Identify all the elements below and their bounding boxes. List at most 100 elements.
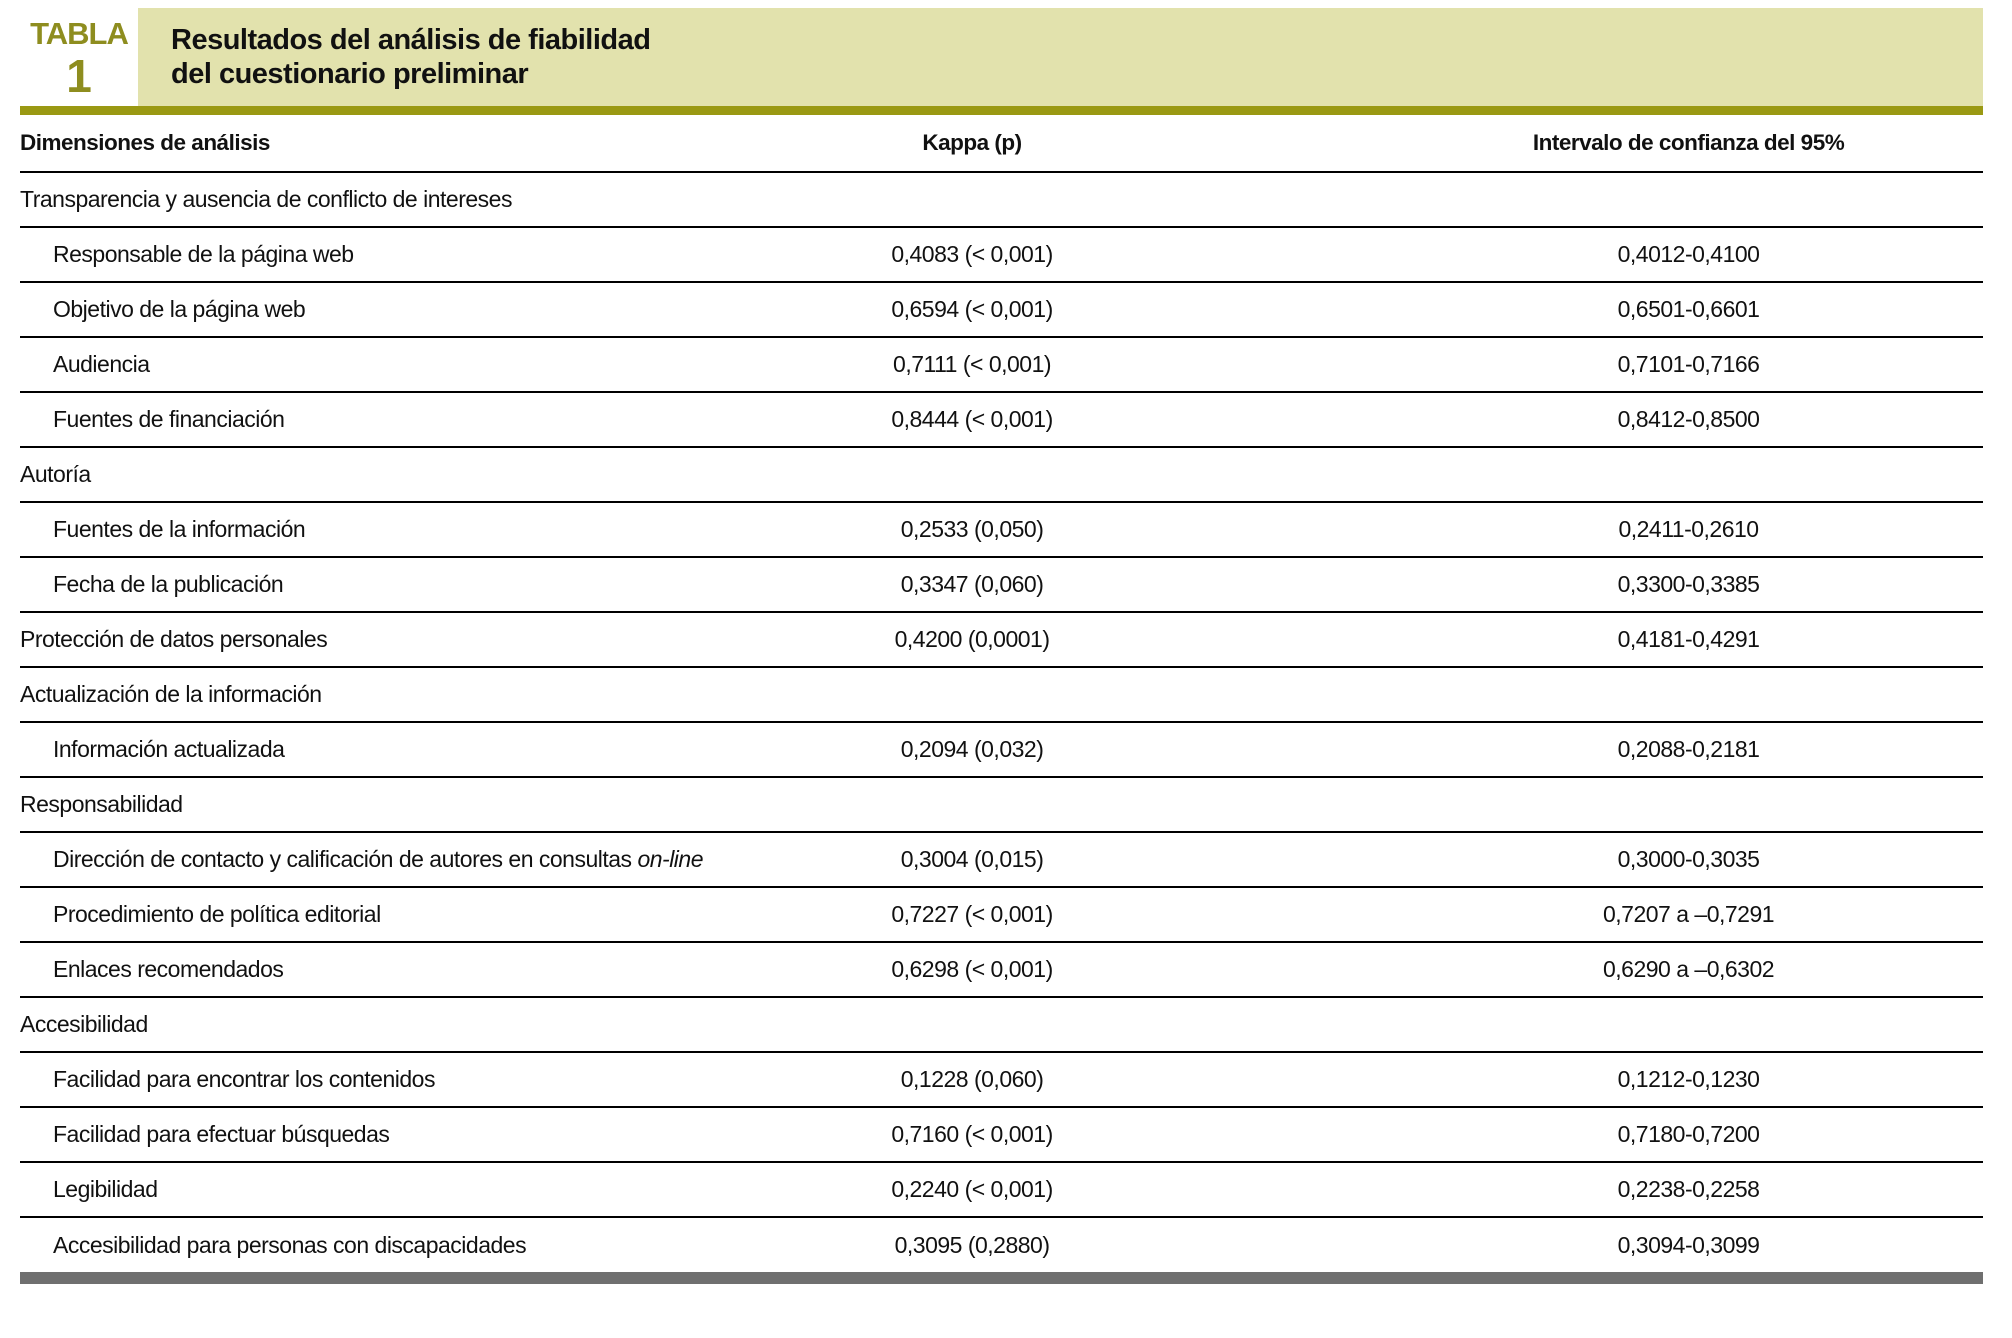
table-row: Legibilidad 0,2240 (< 0,001) 0,2238-0,2258 <box>20 1162 1983 1218</box>
row-ci-cell: 0,6501-0,6601 <box>1394 282 1983 338</box>
row-label-cell: Actualización de la información <box>20 667 825 723</box>
row-label-cell: Facilidad para efectuar búsquedas <box>20 1107 825 1163</box>
row-label-italic: on-line <box>637 846 703 872</box>
row-label-cell: Fecha de la publicación <box>20 557 825 613</box>
row-ci-cell: 0,7207 a –0,7291 <box>1394 887 1983 943</box>
table-row: Accesibilidad <box>20 997 1983 1053</box>
row-kappa-cell: 0,3347 (0,060) <box>824 557 1120 613</box>
table-row: Fuentes de la información 0,2533 (0,050) 0… <box>20 502 1983 558</box>
row-label: Dirección de contacto y calificación de … <box>53 846 638 872</box>
row-label: Fuentes de financiación <box>53 406 285 432</box>
row-kappa-cell <box>824 667 1120 723</box>
row-spacer-cell <box>1119 1162 1395 1218</box>
row-spacer-cell <box>1119 502 1395 558</box>
row-label-cell: Protección de datos personales <box>20 612 825 668</box>
table-row: Responsabilidad <box>20 777 1983 833</box>
row-spacer-cell <box>1119 612 1395 668</box>
row-label-cell: Facilidad para encontrar los contenidos <box>20 1052 825 1108</box>
table-row: Objetivo de la página web 0,6594 (< 0,001… <box>20 282 1983 338</box>
row-label: Actualización de la información <box>20 681 322 707</box>
row-ci-cell <box>1394 447 1983 503</box>
row-kappa-cell: 0,2533 (0,050) <box>824 502 1120 558</box>
column-header-intervalo: Intervalo de confianza del 95% <box>1394 115 1983 173</box>
row-spacer-cell <box>1119 1107 1395 1163</box>
row-label-cell: Legibilidad <box>20 1162 825 1218</box>
row-kappa-cell <box>824 997 1120 1053</box>
row-spacer-cell <box>1119 997 1395 1053</box>
row-kappa-cell <box>824 777 1120 833</box>
row-label: Procedimiento de política editorial <box>53 901 381 927</box>
row-label: Protección de datos personales <box>20 626 328 652</box>
row-kappa-cell: 0,4083 (< 0,001) <box>824 227 1120 283</box>
row-spacer-cell <box>1119 337 1395 393</box>
row-kappa-cell: 0,2240 (< 0,001) <box>824 1162 1120 1218</box>
row-label: Accesibilidad <box>20 1011 148 1037</box>
figure-label-word: TABLA <box>30 16 129 51</box>
row-ci-cell: 0,4012-0,4100 <box>1394 227 1983 283</box>
row-label-cell: Fuentes de financiación <box>20 392 825 448</box>
row-label: Fuentes de la información <box>53 516 306 542</box>
row-label: Responsabilidad <box>20 791 183 817</box>
row-spacer-cell <box>1119 172 1395 228</box>
table-row: Protección de datos personales 0,4200 (0,… <box>20 612 1983 668</box>
row-label-cell: Responsable de la página web <box>20 227 825 283</box>
table-row: Facilidad para efectuar búsquedas 0,7160 … <box>20 1107 1983 1163</box>
row-kappa-cell: 0,7227 (< 0,001) <box>824 887 1120 943</box>
row-label: Responsable de la página web <box>53 241 354 267</box>
figure-title-line-2: del cuestionario preliminar <box>171 58 529 90</box>
results-table: Dimensiones de análisis Kappa (p) Interv… <box>20 115 1983 1272</box>
row-label: Información actualizada <box>53 736 285 762</box>
column-header-kappa: Kappa (p) <box>824 115 1120 173</box>
table-row: Actualización de la información <box>20 667 1983 723</box>
row-kappa-cell <box>824 447 1120 503</box>
figure-header: TABLA 1 Resultados del análisis de fiabi… <box>20 8 1983 106</box>
row-kappa-cell: 0,3004 (0,015) <box>824 832 1120 888</box>
row-spacer-cell <box>1119 722 1395 778</box>
row-spacer-cell <box>1119 832 1395 888</box>
row-kappa-cell: 0,2094 (0,032) <box>824 722 1120 778</box>
row-ci-cell <box>1394 172 1983 228</box>
row-label-cell: Transparencia y ausencia de conflicto de… <box>20 172 825 228</box>
row-spacer-cell <box>1119 392 1395 448</box>
table-row: Audiencia 0,7111 (< 0,001) 0,7101-0,7166 <box>20 337 1983 393</box>
row-label: Autoría <box>20 461 91 487</box>
row-ci-cell: 0,2088-0,2181 <box>1394 722 1983 778</box>
row-ci-cell <box>1394 997 1983 1053</box>
row-kappa-cell: 0,7160 (< 0,001) <box>824 1107 1120 1163</box>
table-row: Facilidad para encontrar los contenidos 0… <box>20 1052 1983 1108</box>
row-kappa-cell: 0,6594 (< 0,001) <box>824 282 1120 338</box>
row-kappa-cell: 0,6298 (< 0,001) <box>824 942 1120 998</box>
row-label-cell: Fuentes de la información <box>20 502 825 558</box>
row-label-cell: Accesibilidad <box>20 997 825 1053</box>
header-divider-rule <box>20 106 1983 115</box>
row-label-cell: Objetivo de la página web <box>20 282 825 338</box>
table-row: Fecha de la publicación 0,3347 (0,060) 0,3… <box>20 557 1983 613</box>
table-body: Transparencia y ausencia de conflicto de… <box>20 172 1983 1272</box>
row-kappa-cell: 0,1228 (0,060) <box>824 1052 1120 1108</box>
row-spacer-cell <box>1119 447 1395 503</box>
table-row: Responsable de la página web 0,4083 (< 0,… <box>20 227 1983 283</box>
figure-title-band: Resultados del análisis de fiabilidad de… <box>138 8 1983 106</box>
figure-label-number: 1 <box>66 50 92 102</box>
row-spacer-cell <box>1119 887 1395 943</box>
row-label-cell: Información actualizada <box>20 722 825 778</box>
row-kappa-cell: 0,8444 (< 0,001) <box>824 392 1120 448</box>
table-row: Accesibilidad para personas con discapac… <box>20 1217 1983 1272</box>
row-label-cell: Dirección de contacto y calificación de … <box>20 832 825 888</box>
row-ci-cell: 0,3094-0,3099 <box>1617 1231 1760 1258</box>
row-label: Fecha de la publicación <box>53 571 284 597</box>
row-spacer-cell <box>1119 777 1395 833</box>
figure-label: TABLA 1 <box>20 8 138 106</box>
row-spacer-cell <box>1119 1052 1395 1108</box>
row-ci-cell: 0,3300-0,3385 <box>1394 557 1983 613</box>
table-row: Información actualizada 0,2094 (0,032) 0,2… <box>20 722 1983 778</box>
row-ci-cell: 0,2238-0,2258 <box>1394 1162 1983 1218</box>
row-label: Facilidad para efectuar búsquedas <box>53 1121 390 1147</box>
row-label-cell: Responsabilidad <box>20 777 825 833</box>
table-row: Autoría <box>20 447 1983 503</box>
row-label-cell: Autoría <box>20 447 825 503</box>
row-spacer-cell <box>1119 1217 1394 1272</box>
column-header-dimensiones: Dimensiones de análisis <box>20 115 825 173</box>
table-header: Dimensiones de análisis Kappa (p) Interv… <box>20 115 1983 173</box>
